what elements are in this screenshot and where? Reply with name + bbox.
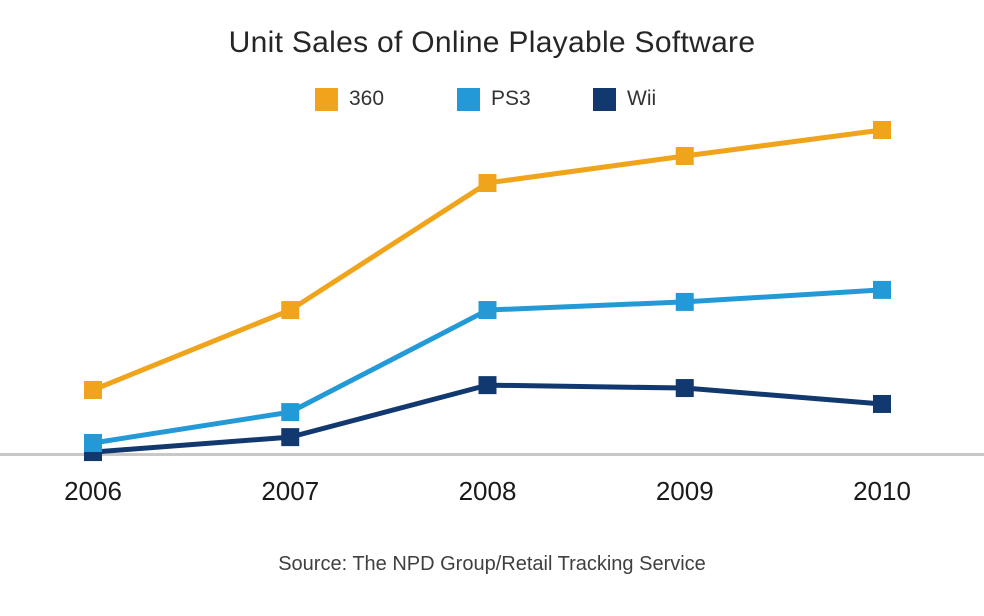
- legend-label-360: 360: [349, 87, 385, 110]
- chart-title: Unit Sales of Online Playable Software: [228, 26, 756, 59]
- legend-swatch-wii-icon: [593, 87, 616, 111]
- source-caption: Source: The NPD Group/Retail Tracking Se…: [278, 553, 706, 575]
- legend-swatch-360-icon: [315, 87, 338, 111]
- legend-item-wii: Wii: [593, 87, 656, 111]
- marker-wii-2007: [281, 428, 300, 447]
- marker-360-2010: [873, 121, 891, 139]
- x-axis-label-2010: 2010: [853, 476, 911, 506]
- marker-360-2007: [281, 301, 300, 320]
- series-line-wii: [90, 382, 885, 455]
- marker-wii-2008: [478, 376, 497, 395]
- x-axis-label-2007: 2007: [261, 476, 320, 506]
- marker-360-2006: [84, 381, 102, 399]
- series-line-360: [90, 127, 885, 393]
- legend-label-wii: Wii: [627, 87, 657, 110]
- legend-item-ps3: PS3: [457, 87, 531, 111]
- marker-ps3-2007: [281, 403, 300, 422]
- marker-360-2009: [675, 147, 694, 165]
- legend-label-ps3: PS3: [491, 87, 531, 110]
- x-axis-label-2008: 2008: [458, 476, 517, 506]
- marker-360-2008: [478, 173, 497, 192]
- x-axis-label-2009: 2009: [655, 476, 714, 506]
- marker-ps3-2008: [478, 301, 497, 320]
- marker-ps3-2006: [84, 433, 102, 452]
- legend-swatch-ps3-icon: [457, 87, 480, 111]
- x-axis-label-2006: 2006: [64, 476, 122, 506]
- legend-item-360: 360: [315, 87, 384, 111]
- marker-ps3-2009: [675, 292, 694, 311]
- marker-ps3-2010: [873, 280, 891, 299]
- marker-wii-2010: [873, 394, 891, 413]
- marker-wii-2009: [675, 379, 694, 398]
